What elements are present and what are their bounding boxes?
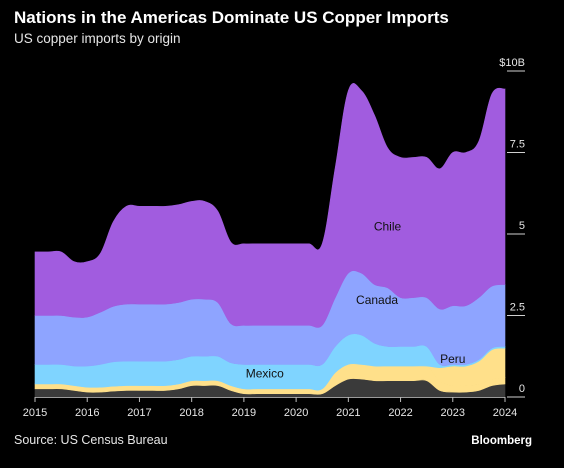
x-tick-label: 2016 — [75, 407, 99, 419]
source-note: Source: US Census Bureau — [14, 433, 168, 447]
y-tick-label: 7.5 — [510, 139, 525, 151]
y-tick-label: $10B — [499, 57, 525, 69]
x-tick-label: 2021 — [336, 407, 360, 419]
area-label-canada: Canada — [356, 293, 398, 307]
area-label-chile: Chile — [374, 220, 402, 234]
chart-title: Nations in the Americas Dominate US Copp… — [14, 8, 449, 27]
x-tick-label: 2022 — [388, 407, 412, 419]
y-axis: 0 2.5 5 7.5 $10B — [499, 57, 525, 398]
x-axis: 2015 2016 2017 2018 2019 2020 2021 2022 2023 2024 — [23, 397, 517, 419]
y-tick-label: 0 — [519, 383, 525, 395]
area-labels: Chile Canada Mexico Peru — [246, 220, 466, 381]
x-tick-label: 2024 — [493, 407, 517, 419]
x-tick-label: 2023 — [441, 407, 465, 419]
x-tick-label: 2017 — [127, 407, 151, 419]
y-tick-label: 5 — [519, 220, 525, 232]
bloomberg-logo: Bloomberg — [471, 435, 532, 447]
x-tick-label: 2015 — [23, 407, 47, 419]
area-label-peru: Peru — [440, 352, 465, 366]
area-label-mexico: Mexico — [246, 366, 284, 380]
area-chile — [34, 83, 506, 328]
series-areas — [34, 83, 506, 398]
y-tick-label: 2.5 — [510, 302, 525, 314]
x-tick-label: 2019 — [232, 407, 256, 419]
x-tick-label: 2018 — [179, 407, 203, 419]
x-tick-label: 2020 — [284, 407, 308, 419]
chart-subtitle: US copper imports by origin — [14, 31, 181, 46]
